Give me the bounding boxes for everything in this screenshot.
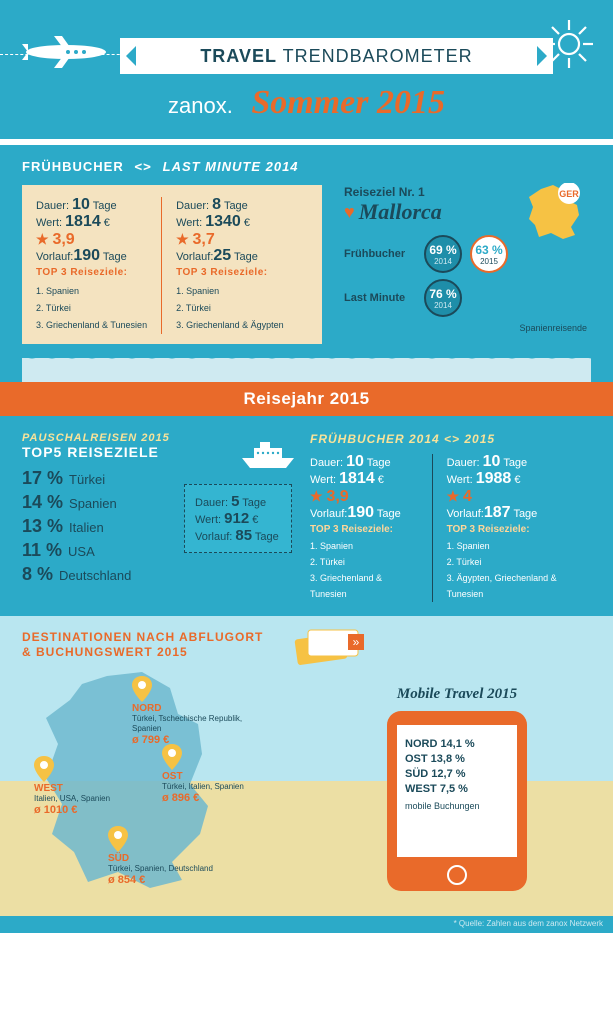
mobile-caption: mobile Buchungen (405, 801, 509, 811)
germany-outline-icon: GER (521, 183, 591, 243)
spain-footnote: Spanienreisende (344, 323, 587, 333)
star-icon: ★ 3,9 (310, 488, 418, 505)
stat-circle: 63 %2015 (470, 235, 508, 273)
col-2014: Dauer: 10 Tage Wert: 1814 € ★ 3,9 Vorlau… (310, 454, 418, 602)
stat-circle: 69 %2014 (424, 235, 462, 273)
col-lastminute-2014: Dauer: 8 Tage Wert: 1340 € ★ 3,7 Vorlauf… (176, 197, 284, 334)
fruehbucher-14-15: FRÜHBUCHER 2014 <> 2015 Dauer: 10 Tage W… (310, 432, 591, 602)
infographic-root: TRAVEL TRENDBAROMETER zanox. Sommer 2015… (0, 0, 613, 933)
banner-chevron-left-icon (126, 46, 136, 66)
mobile-travel-panel: Mobile Travel 2015 NORD 14,1 % OST 13,8 %… (357, 686, 557, 891)
mobile-row: SÜD 12,7 % (405, 768, 509, 780)
s2-right-title: FRÜHBUCHER 2014 <> 2015 (310, 432, 591, 446)
svg-text:GER: GER (559, 189, 579, 199)
map-pin-nord: NORDTürkei, Tschechische Republik, Spani… (132, 676, 252, 746)
title-banner: TRAVEL TRENDBAROMETER (120, 38, 553, 74)
star-icon: ★ 3,7 (176, 231, 284, 248)
subtitle-row: zanox. Sommer 2015 (0, 84, 613, 122)
pin-icon (34, 756, 54, 782)
comparison-card: Dauer: 10 Tage Wert: 1814 € ★ 3,9 Vorlau… (22, 185, 322, 344)
svg-text:»: » (353, 635, 360, 649)
pin-icon (108, 826, 128, 852)
top5-row: 8 %Deutschland (22, 564, 292, 585)
star-icon: ★ 4 (447, 488, 591, 505)
ship-icon (238, 436, 298, 470)
divider (161, 197, 162, 334)
top-destination-panel: Reiseziel Nr. 1 ♥ Mallorca GER Frühbuche… (338, 185, 591, 344)
pauschal-minicard: Dauer: 5 Tage Wert: 912 € Vorlauf: 85 Ta… (184, 484, 292, 553)
mobile-row: WEST 7,5 % (405, 783, 509, 795)
germany-map: NORDTürkei, Tschechische Republik, Spani… (22, 666, 252, 896)
mobile-title: Mobile Travel 2015 (357, 686, 557, 703)
section-destinations: DESTINATIONEN NACH ABFLUGORT & BUCHUNGSW… (0, 616, 613, 916)
phone-icon: NORD 14,1 % OST 13,8 % SÜD 12,7 % WEST 7,5 … (387, 711, 527, 891)
main-title: TRAVEL TRENDBAROMETER (200, 46, 472, 67)
star-icon: ★ 3,9 (36, 231, 147, 248)
footer-source: * Quelle: Zahlen aus dem zanox Netzwerk (0, 916, 613, 933)
stat-circle: 76 %2014 (424, 279, 462, 317)
top5-panel: PAUSCHALREISEN 2015 TOP5 REISEZIELE 17 %… (22, 432, 292, 602)
row-lastminute: Last Minute 76 %2014 (344, 279, 591, 317)
mobile-row: NORD 14,1 % (405, 738, 509, 750)
pin-icon (132, 676, 152, 702)
map-pin-west: WESTItalien, USA, Spanienø 1010 € (34, 756, 110, 816)
section-fruehbucher-lastminute: FRÜHBUCHER <> LAST MINUTE 2014 Dauer: 10… (0, 145, 613, 382)
plane-icon (18, 32, 114, 72)
col-2015: Dauer: 10 Tage Wert: 1988 € ★ 4 Vorlauf:… (447, 454, 591, 602)
map-pin-ost: OSTTürkei, Italien, Spanienø 896 € (162, 744, 244, 804)
sun-icon (543, 18, 595, 70)
divider (432, 454, 433, 602)
tickets-icon: » (290, 624, 370, 670)
section-reisejahr: PAUSCHALREISEN 2015 TOP5 REISEZIELE 17 %… (0, 416, 613, 616)
heart-icon: ♥ (344, 202, 355, 223)
mobile-row: OST 13,8 % (405, 753, 509, 765)
year-band: Reisejahr 2015 (0, 382, 613, 416)
header: TRAVEL TRENDBAROMETER zanox. Sommer 2015 (0, 0, 613, 145)
wave-divider (22, 358, 591, 382)
subtitle: Sommer 2015 (251, 84, 445, 121)
section1-title: FRÜHBUCHER <> LAST MINUTE 2014 (22, 159, 591, 175)
pin-icon (162, 744, 182, 770)
map-pin-süd: SÜDTürkei, Spanien, Deutschlandø 854 € (108, 826, 213, 886)
phone-screen: NORD 14,1 % OST 13,8 % SÜD 12,7 % WEST 7,5 … (397, 725, 517, 857)
brand-logo: zanox. (168, 93, 233, 118)
col-fruehbucher-2014: Dauer: 10 Tage Wert: 1814 € ★ 3,9 Vorlau… (36, 197, 147, 334)
